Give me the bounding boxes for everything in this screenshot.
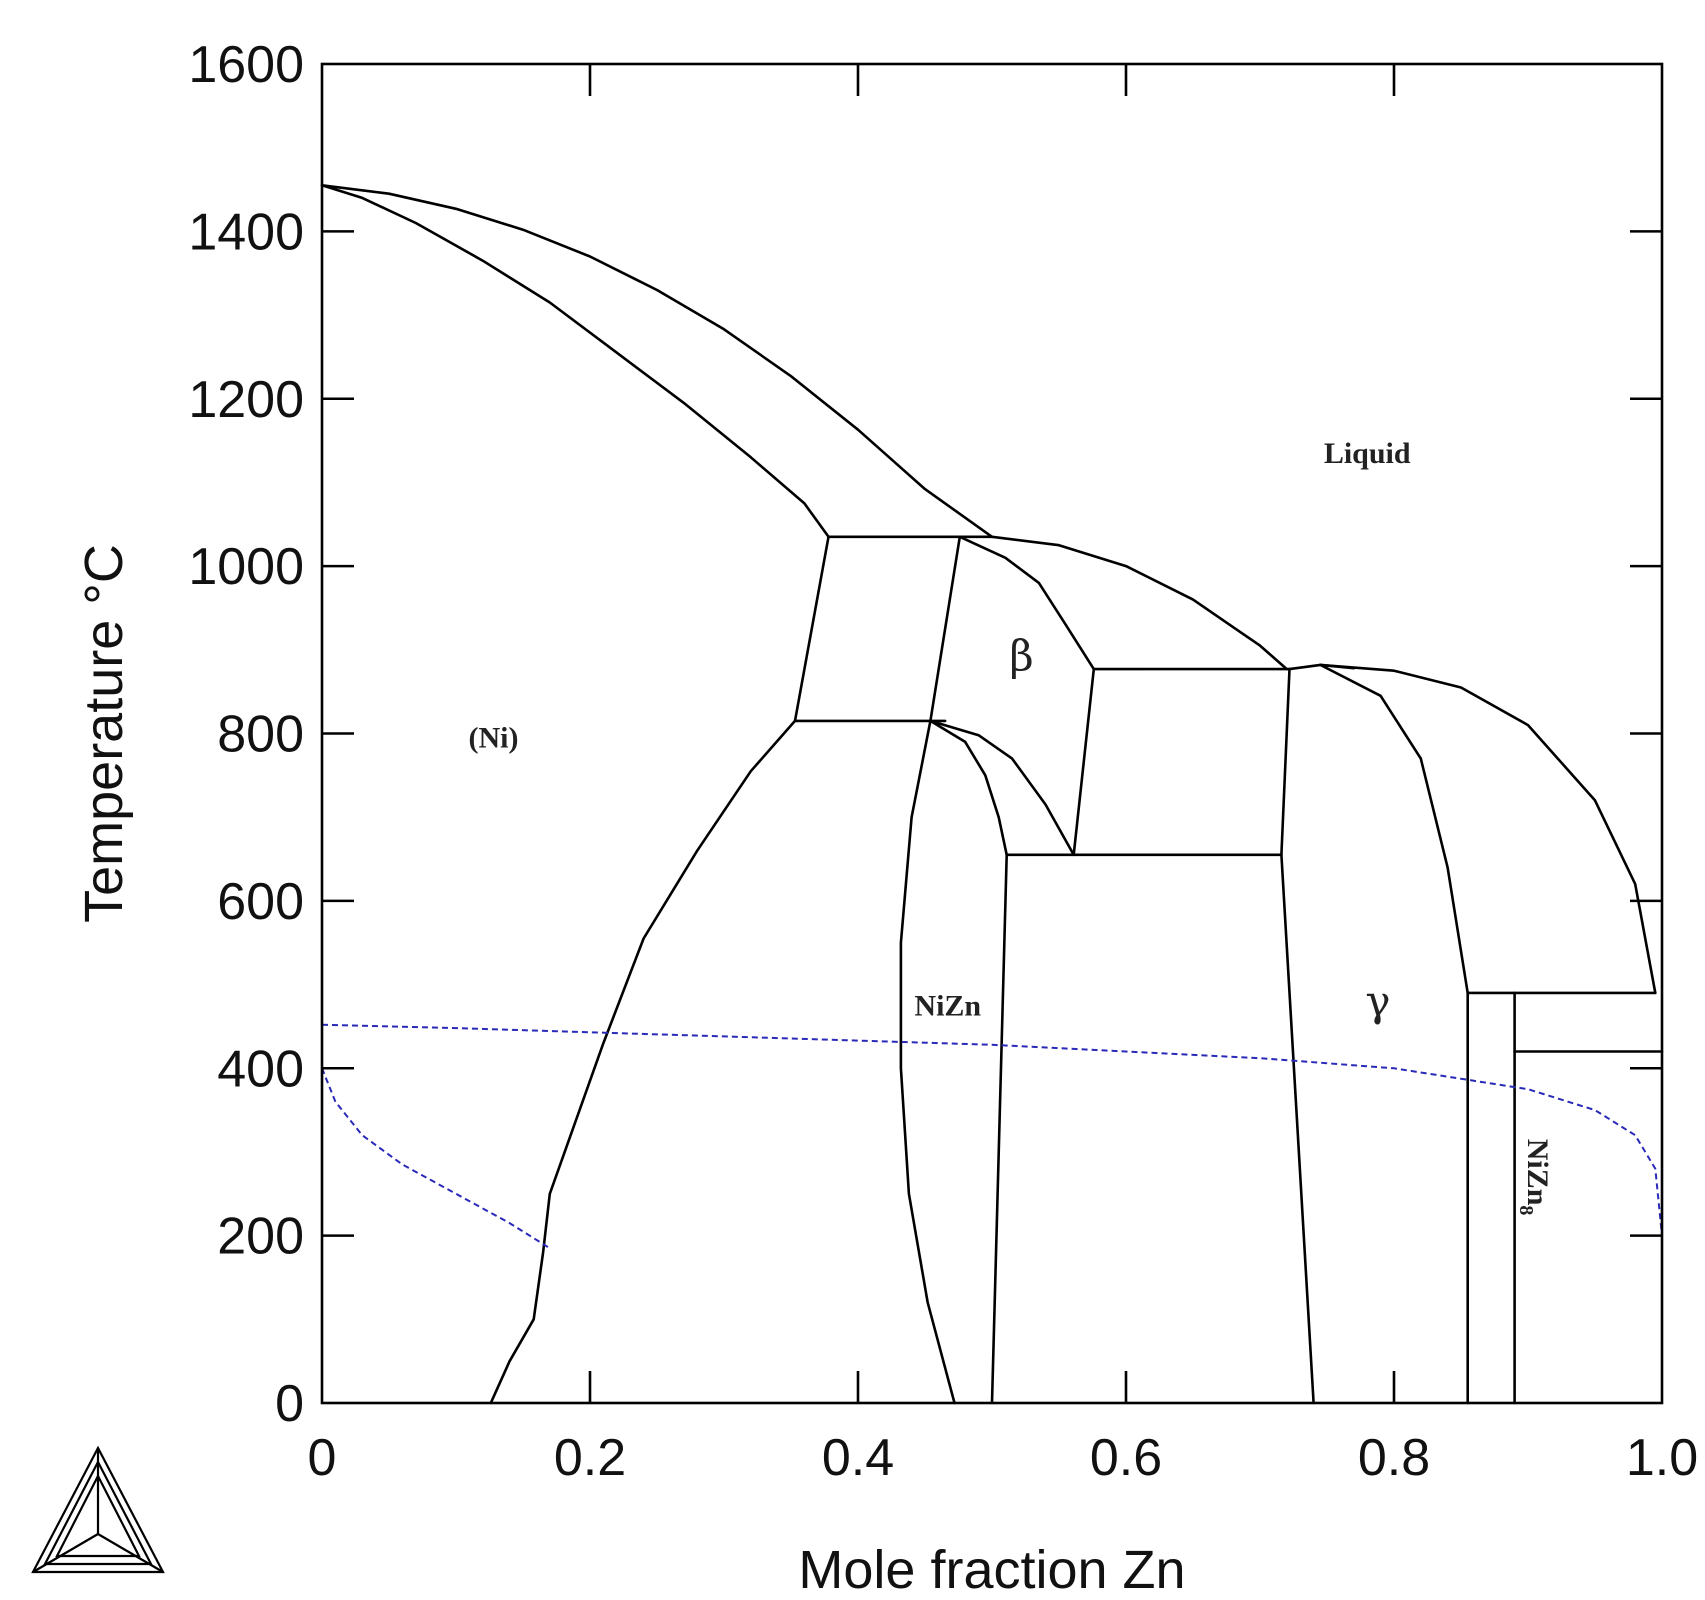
phase-boundary-line: [793, 535, 830, 723]
x-axis-title: Mole fraction Zn: [798, 1540, 1185, 1600]
phase-boundary-line: [1319, 663, 1657, 995]
thermo-calc-logo-icon: [31, 1445, 165, 1574]
phase-label-nizn8-text: NiZn8: [1515, 1139, 1554, 1216]
y-tick-label: 800: [217, 706, 304, 764]
y-axis-title: Temperature °C: [74, 544, 134, 923]
y-tick-label: 600: [217, 873, 304, 931]
phase-boundary-line: [929, 719, 1009, 857]
y-tick-label: 1600: [188, 36, 304, 94]
y-tick-label: 1200: [188, 371, 304, 429]
phase-boundary-line: [320, 184, 994, 539]
x-tick-label: 0.8: [1358, 1429, 1430, 1487]
phase-label-nizn8: NiZn8: [1515, 1139, 1554, 1216]
x-tick-label: 0.4: [822, 1429, 894, 1487]
phase-boundary-line: [929, 719, 1075, 857]
x-tick-label: 0.2: [554, 1429, 626, 1487]
phase-boundary-line: [929, 535, 962, 723]
phase-label-nizn8-subscript: 8: [1515, 1205, 1537, 1215]
magnetic-transition-curve: [321, 1067, 551, 1250]
phase-boundary-line: [320, 184, 830, 539]
phase-boundary-line: [1072, 667, 1096, 857]
y-tick-label: 400: [217, 1040, 304, 1098]
magnetic-transition-curve: [321, 1023, 1663, 1236]
x-tick-label: 1.0: [1626, 1429, 1698, 1487]
phase-boundaries: [320, 184, 1664, 1405]
phase-boundary-line: [489, 719, 797, 1405]
plot-frame: [320, 62, 1664, 1405]
phase-boundary-line: [958, 535, 1096, 671]
phase-boundary-line: [1319, 663, 1469, 995]
y-tick-label: 1000: [188, 538, 304, 596]
y-tick-label: 1400: [188, 203, 304, 261]
phase-boundary-line: [1280, 667, 1315, 1405]
axis-ticks: 0 0.2 0.4 0.6 0.8 1.0 0 200 400 600 800 1000 1200 140…: [188, 36, 1698, 1487]
y-tick-label: 200: [217, 1208, 304, 1266]
phase-label-nizn: NiZn: [914, 989, 981, 1022]
x-tick-label: 0.6: [1090, 1429, 1162, 1487]
phase-label-gamma: γ: [1365, 976, 1390, 1025]
phase-boundary-line: [899, 719, 956, 1405]
phase-boundary-line: [990, 853, 1009, 1405]
phase-labels: Liquid (Ni) β NiZn γ NiZn8: [469, 437, 1554, 1215]
phase-label-ni: (Ni): [469, 722, 519, 755]
phase-boundary-line: [990, 535, 1289, 671]
phase-label-beta: β: [1009, 631, 1033, 680]
y-tick-label: 0: [275, 1375, 304, 1433]
phase-label-liquid: Liquid: [1324, 437, 1411, 470]
x-tick-label: 0: [308, 1429, 337, 1487]
